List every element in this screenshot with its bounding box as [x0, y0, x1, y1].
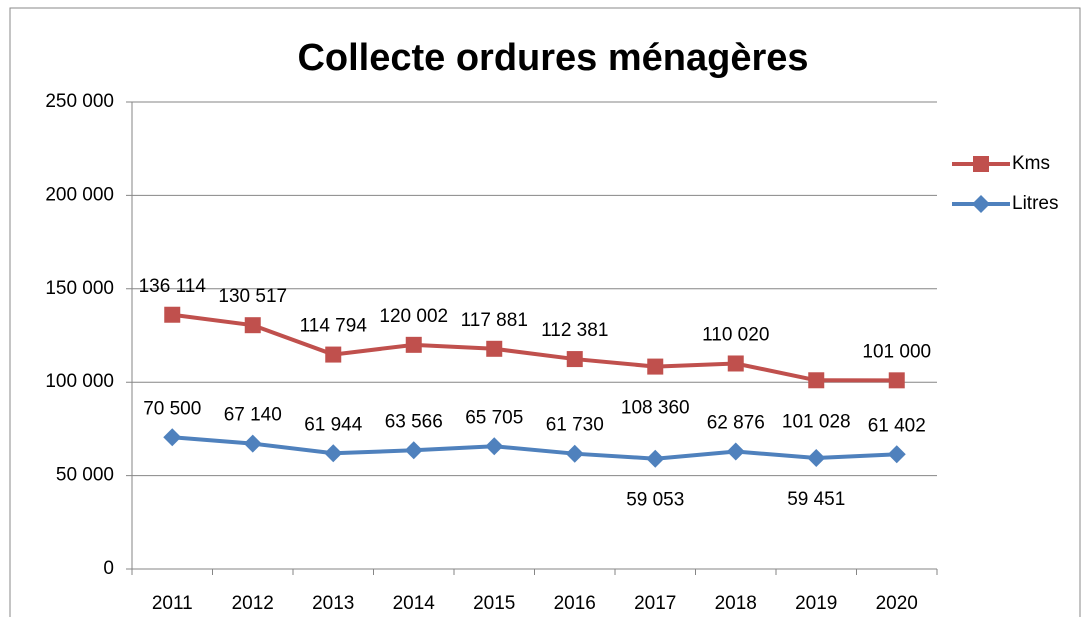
marker — [888, 372, 905, 389]
x-tick-label: 2016 — [554, 593, 596, 614]
chart-frame — [9, 7, 1081, 617]
y-tick-label: 200 000 — [45, 184, 114, 205]
chart-title: Collecte ordures ménagères — [297, 37, 808, 79]
y-tick-label: 100 000 — [45, 371, 114, 392]
x-tick-label: 2014 — [393, 593, 436, 614]
marker — [566, 351, 583, 368]
data-label: 114 794 — [300, 316, 368, 337]
y-tick-label: 250 000 — [45, 91, 114, 112]
data-label: 101 000 — [862, 341, 931, 362]
x-tick-label: 2012 — [232, 593, 274, 614]
x-tick-label: 2020 — [876, 593, 918, 614]
marker — [163, 428, 182, 447]
data-label: 59 451 — [787, 489, 845, 510]
x-tick-label: 2019 — [795, 593, 837, 614]
marker — [647, 358, 664, 375]
marker — [972, 195, 990, 213]
data-label: 61 730 — [546, 415, 604, 436]
x-tick-label: 2017 — [634, 593, 676, 614]
data-label: 110 020 — [702, 324, 769, 345]
data-label: 61 944 — [304, 414, 363, 435]
marker — [405, 336, 422, 353]
marker — [486, 340, 503, 357]
marker — [325, 346, 342, 363]
data-label: 136 114 — [139, 276, 207, 297]
data-label: 61 402 — [868, 415, 926, 436]
marker — [973, 156, 989, 172]
data-label: 65 705 — [465, 407, 523, 428]
y-tick-label: 150 000 — [45, 278, 114, 299]
marker — [808, 372, 825, 389]
y-tick-label: 50 000 — [56, 465, 114, 486]
marker — [807, 448, 826, 467]
marker — [726, 442, 745, 461]
marker — [164, 306, 181, 323]
data-label: 62 876 — [707, 413, 765, 434]
legend-label: Litres — [1012, 193, 1058, 214]
data-label: 130 517 — [218, 286, 287, 307]
data-label: 120 002 — [379, 306, 448, 327]
data-label: 59 053 — [626, 490, 684, 511]
y-tick-label: 0 — [103, 558, 114, 579]
x-tick-label: 2011 — [152, 593, 193, 614]
line — [172, 435, 897, 461]
marker — [244, 317, 261, 334]
marker — [565, 444, 584, 463]
x-tick-label: 2013 — [312, 593, 354, 614]
marker — [324, 444, 343, 463]
data-label: 117 881 — [461, 310, 528, 331]
data-label: 70 500 — [143, 398, 201, 419]
marker — [727, 355, 744, 372]
x-tick-label: 2015 — [473, 593, 515, 614]
legend-label: Kms — [1012, 153, 1050, 174]
data-label: 67 140 — [224, 405, 282, 426]
marker — [887, 445, 906, 464]
x-tick-label: 2018 — [715, 593, 757, 614]
marker — [485, 437, 504, 456]
marker — [404, 441, 423, 460]
data-label: 108 360 — [621, 398, 690, 419]
marker — [646, 449, 665, 468]
data-label: 112 381 — [541, 320, 608, 341]
marker — [243, 434, 262, 453]
data-label: 63 566 — [385, 411, 443, 432]
line — [171, 312, 897, 383]
data-label: 101 028 — [782, 411, 851, 432]
